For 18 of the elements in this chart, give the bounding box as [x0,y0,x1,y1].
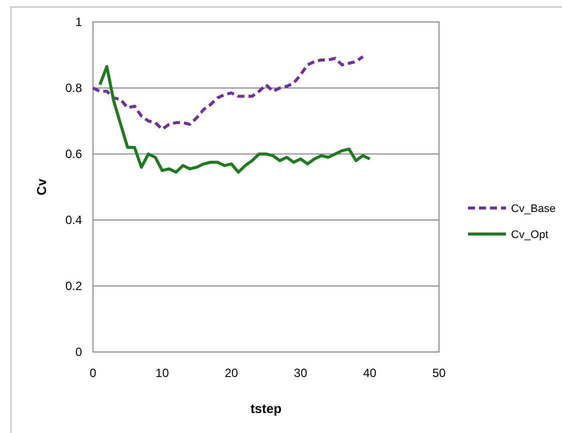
x-tick-label: 10 [156,366,170,380]
y-tick-label: 0 [75,345,82,360]
x-tick-label: 30 [294,366,308,380]
x-tick-label: 20 [224,366,238,380]
y-tick-label: 1 [75,15,82,30]
x-axis-title: tstep [250,401,282,416]
y-tick-label: 0.2 [65,279,82,294]
y-axis-title: Cv [34,178,49,196]
legend-label: Cv_Opt [511,228,548,241]
x-tick-label: 0 [90,366,97,380]
line-series [92,55,364,131]
x-tick-label: 50 [432,366,446,380]
line-series [98,65,372,174]
legend-label: Cv_Base [511,202,556,215]
x-tick-label: 40 [363,366,377,380]
y-tick-label: 0.6 [65,147,82,162]
y-tick-label: 0.8 [65,81,82,96]
y-tick-label: 0.4 [65,213,82,228]
